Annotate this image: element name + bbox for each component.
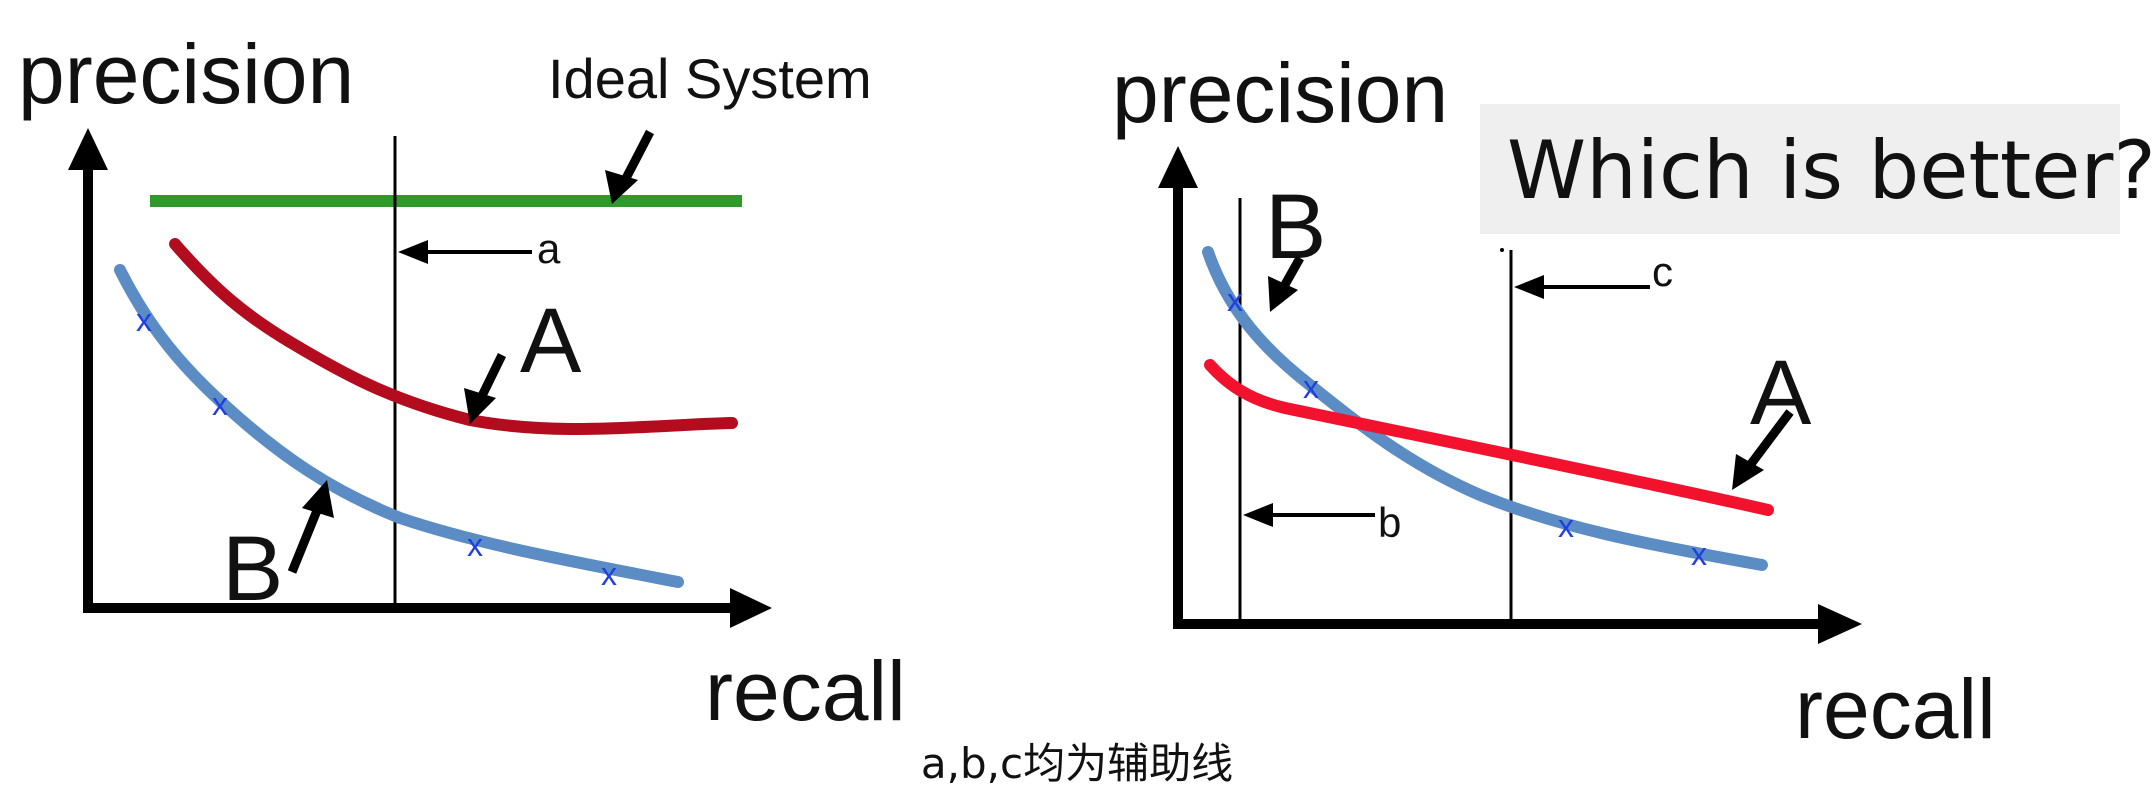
left-precision-label: precision [18,27,354,121]
right-precision-label: precision [1112,46,1448,140]
right-panel: precision recall Which is better? b c B … [1112,46,2154,756]
caption-text: a,b,c均为辅助线 [920,739,1234,788]
aux-a-arrowhead [398,240,428,264]
left-a-pointer-arrow [475,353,507,402]
right-curve-b [1202,246,1768,571]
right-b-marker: x [1227,282,1243,318]
left-b-pointer-arrowhead [302,480,334,518]
aux-c-label: c [1652,248,1673,295]
aux-c-arrowhead [1514,275,1544,299]
aux-c-top-dot [1500,248,1504,252]
aux-b-arrowhead [1243,503,1273,527]
left-b-marker: x [212,386,228,422]
right-b-marker: x [1691,536,1707,572]
left-a-pointer-arrowhead [464,388,496,424]
left-b-marker: x [467,527,483,563]
left-curve-b-label: B [222,518,283,620]
aux-a-label: a [537,225,561,272]
right-recall-label: recall [1795,662,1996,756]
right-b-pointer-arrowhead [1268,276,1298,312]
left-recall-label: recall [705,644,906,738]
left-x-arrowhead [730,588,772,628]
right-x-arrowhead [1818,604,1862,644]
right-a-pointer-arrow [1744,409,1794,471]
left-y-arrowhead [68,128,108,170]
right-a-pointer-arrowhead [1732,454,1764,490]
left-b-marker: x [136,302,152,338]
left-panel: precision recall Ideal System a A B x x … [18,27,906,738]
question-text: Which is better? [1507,124,2154,217]
left-curve-a [169,238,738,435]
right-b-marker: x [1558,508,1574,544]
left-b-pointer-arrow [287,506,323,574]
right-y-arrowhead [1158,146,1198,188]
ideal-system-label: Ideal System [548,47,872,110]
left-b-marker: x [601,556,617,592]
ideal-pointer-arrowhead [605,170,638,204]
right-b-marker: x [1303,369,1319,405]
aux-b-label: b [1378,499,1401,546]
left-curve-b [114,264,684,588]
right-curve-a [1204,359,1774,516]
question-box [1480,104,2120,234]
left-curve-a-label: A [520,290,582,392]
